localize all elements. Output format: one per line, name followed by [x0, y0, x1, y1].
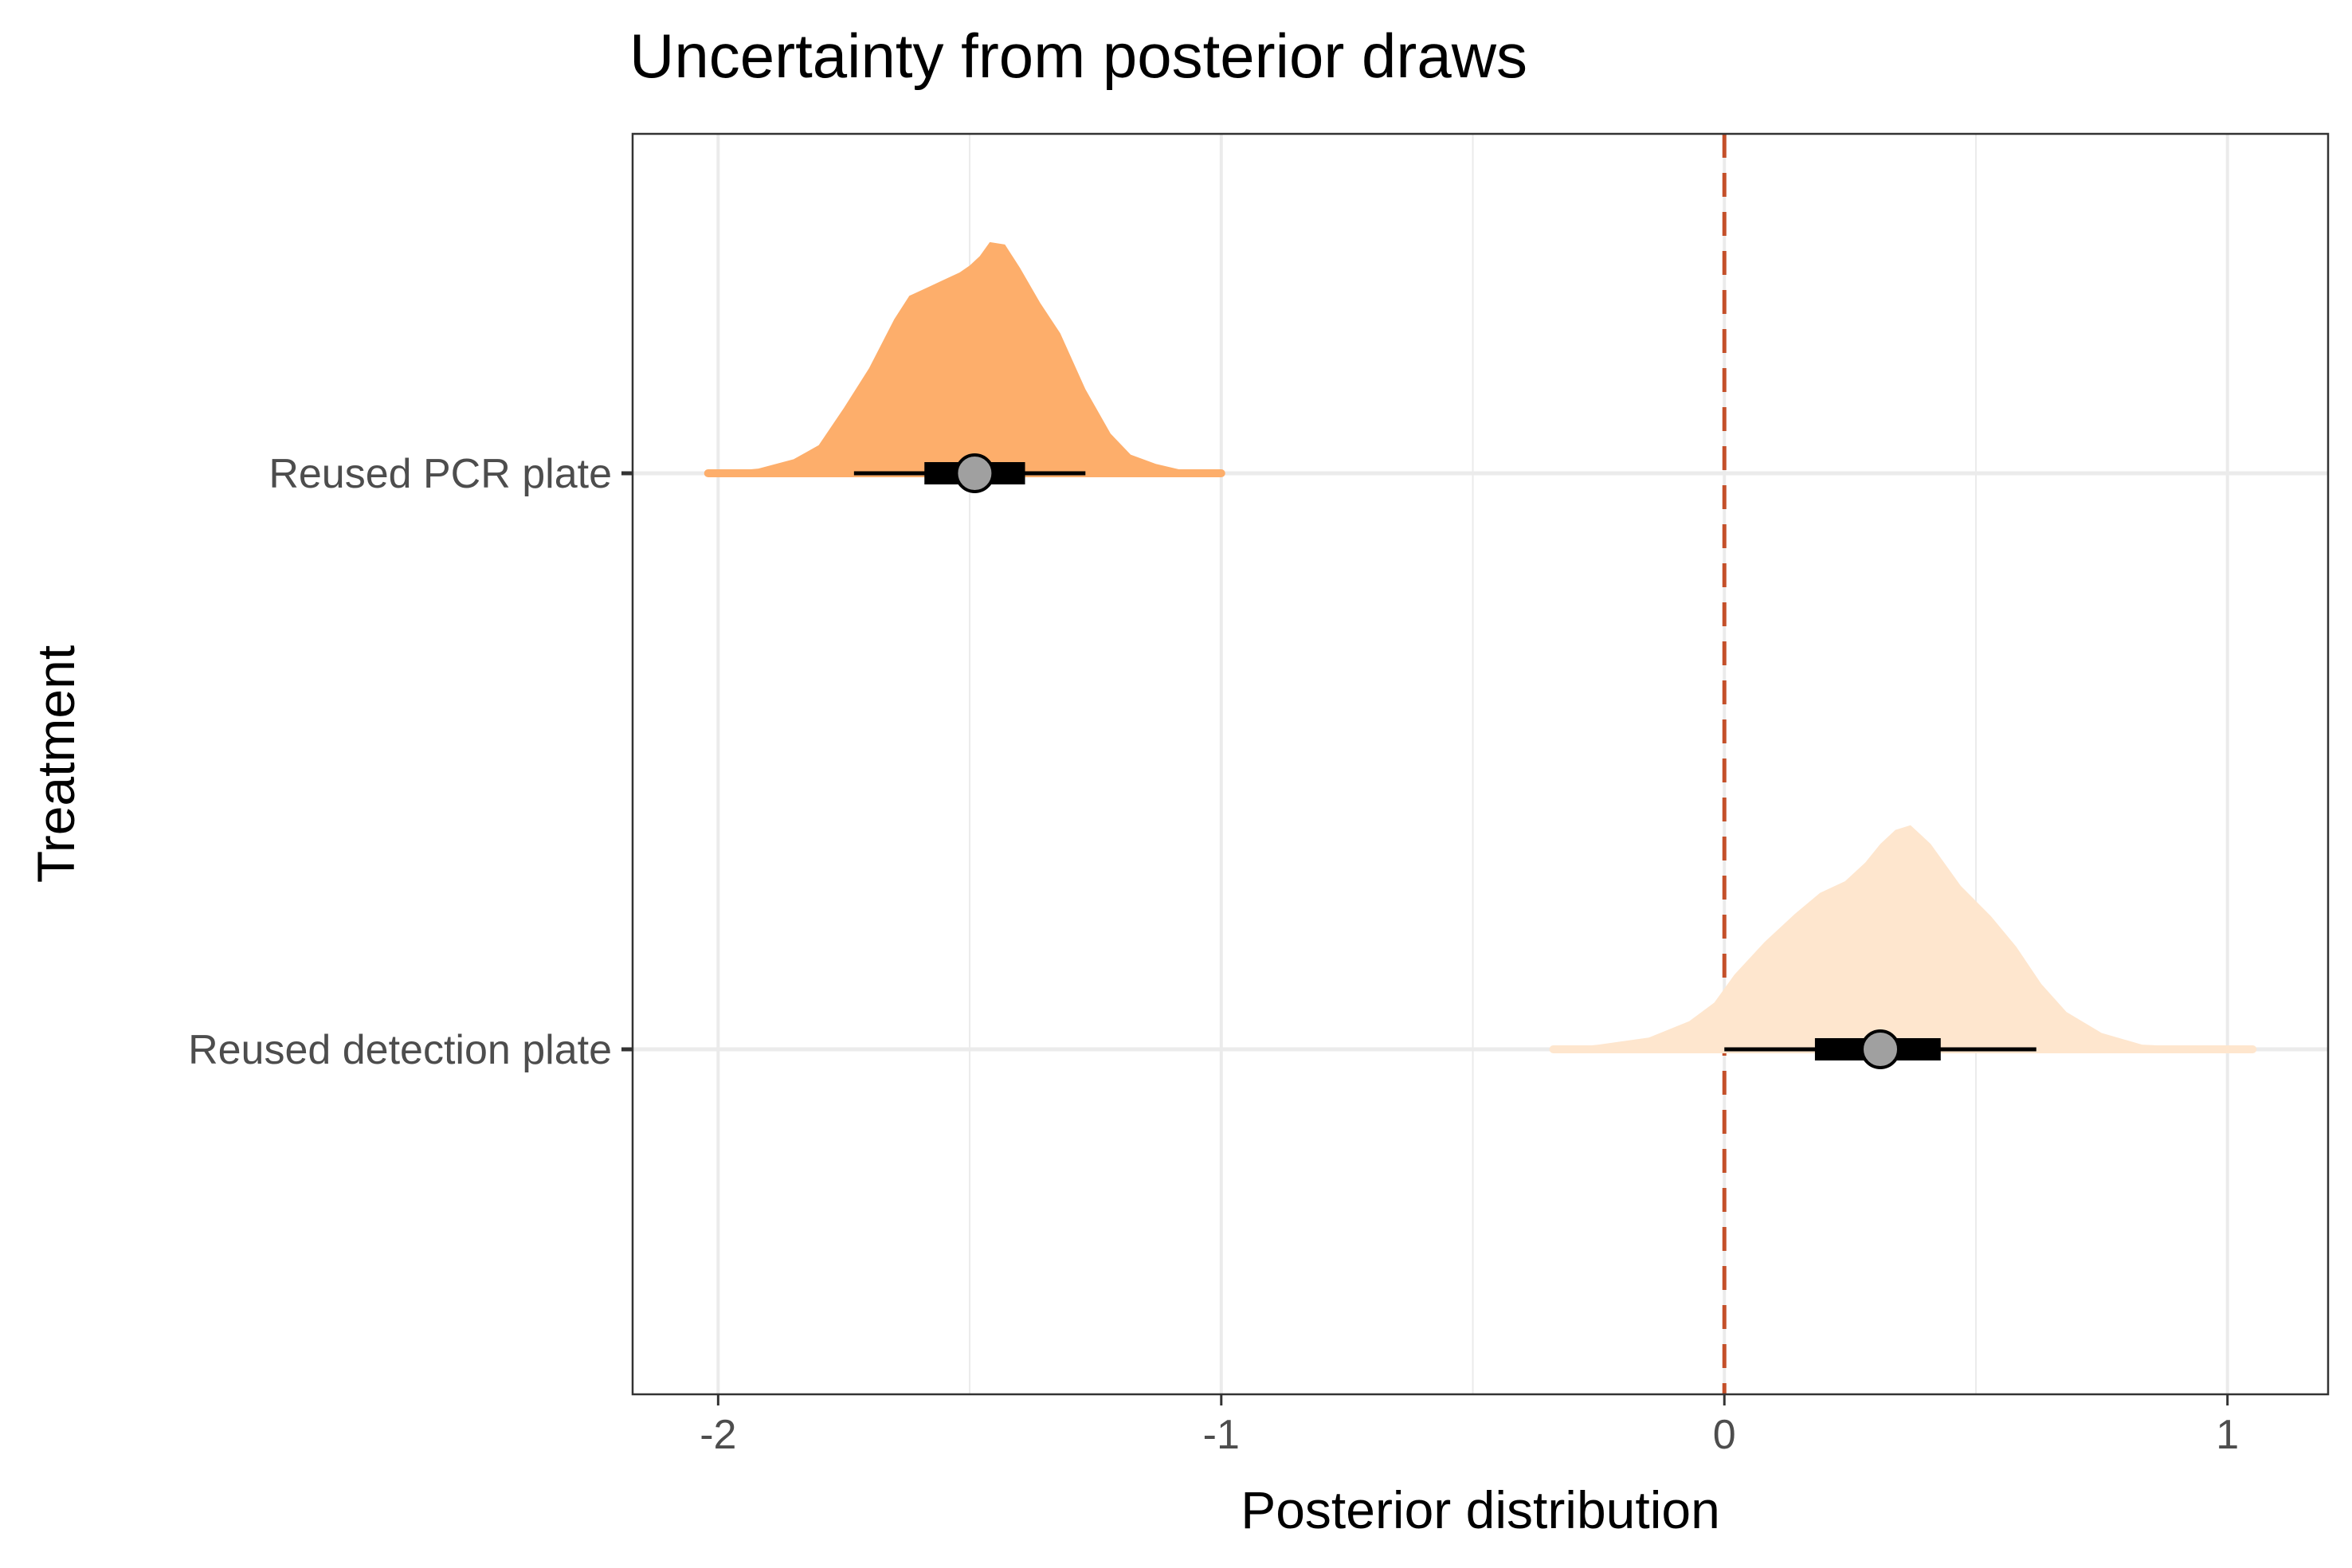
- y-tick-label: Reused PCR plate: [269, 451, 612, 497]
- interval-layer: [853, 453, 2036, 1069]
- y-tick-label: Reused detection plate: [188, 1027, 612, 1073]
- y-axis: Reused PCR plate Reused detection plate: [188, 451, 633, 1073]
- density-shape: [708, 241, 1221, 473]
- x-axis: -2 -1 0 1: [700, 1394, 2239, 1458]
- y-axis-title: Treatment: [26, 645, 85, 883]
- panel-border: [631, 132, 2330, 1396]
- x-tick-label: -1: [1203, 1412, 1240, 1458]
- x-tick-label: 0: [1713, 1412, 1736, 1458]
- x-tick-label: 1: [2216, 1412, 2239, 1458]
- density-shape: [1553, 825, 2253, 1049]
- median-point: [1860, 1029, 1901, 1069]
- median-point: [955, 453, 995, 493]
- x-axis-title: Posterior distribution: [1241, 1480, 1720, 1539]
- density-layer: [704, 241, 2257, 1053]
- grid: [633, 134, 2328, 1394]
- chart-title: Uncertainty from posterior draws: [629, 21, 1527, 91]
- x-tick-label: -2: [700, 1412, 736, 1458]
